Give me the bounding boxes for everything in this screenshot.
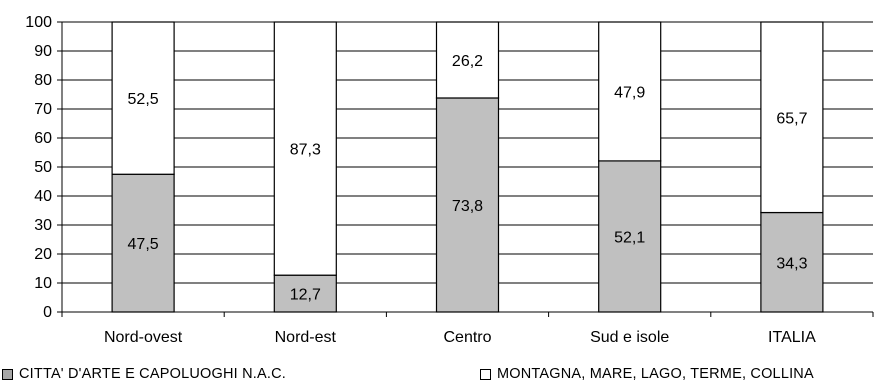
bar-montagna-mare-1: [111, 21, 175, 175]
data-label: 52,5: [128, 91, 159, 108]
y-tick-label: 40: [34, 188, 52, 205]
x-tick-label: Nord-ovest: [104, 329, 183, 346]
bar-citta-arte-1: [111, 173, 175, 313]
legend-swatch-white: [480, 368, 491, 380]
data-label: 52,1: [614, 229, 645, 246]
legend-item-citta-arte: CITTA' D'ARTE E CAPOLUOGHI N.A.C.: [2, 366, 286, 382]
data-label: 73,8: [452, 198, 483, 215]
data-label: 47,9: [614, 84, 645, 101]
bar-citta-arte-3: [435, 97, 500, 313]
x-tick-label: Centro: [443, 329, 491, 346]
x-tick-label: ITALIA: [768, 329, 816, 346]
bars: [111, 21, 824, 313]
bar-montagna-mare-5: [760, 21, 824, 214]
legend: CITTA' D'ARTE E CAPOLUOGHI N.A.C. MONTAG…: [0, 366, 893, 388]
legend-swatch-grey: [2, 368, 13, 380]
bar-montagna-mare-2: [273, 21, 337, 276]
y-tick-label: 90: [34, 43, 52, 60]
y-tick-label: 20: [34, 246, 52, 263]
y-tick-label: 0: [43, 304, 52, 321]
legend-item-montagna-mare: MONTAGNA, MARE, LAGO, TERME, COLLINA: [480, 366, 814, 382]
data-labels: 47,5 52,5 12,7 87,3 73,8 26,2 52,1 47,9 34,3 65,7: [128, 53, 808, 304]
legend-label: CITTA' D'ARTE E CAPOLUOGHI N.A.C.: [19, 366, 286, 382]
data-label: 34,3: [776, 255, 807, 272]
y-tick-label: 100: [25, 14, 52, 31]
bar-citta-arte-2: [273, 274, 337, 313]
legend-label: MONTAGNA, MARE, LAGO, TERME, COLLINA: [497, 366, 814, 382]
bar-citta-arte-5: [760, 211, 824, 313]
x-tick-label: Nord-est: [275, 329, 337, 346]
data-label: 65,7: [776, 110, 807, 127]
x-tick-label: Sud e isole: [590, 329, 669, 346]
data-label: 12,7: [290, 287, 321, 304]
data-label: 87,3: [290, 142, 321, 159]
bar-montagna-mare-3: [435, 21, 500, 99]
y-tick-label: 30: [34, 217, 52, 234]
axes: 0 10 20 30 40 50 60 70 80 90 100 Nord-ovest Nord-est…: [25, 14, 874, 346]
y-tick-label: 60: [34, 130, 52, 147]
bar-montagna-mare-4: [598, 21, 662, 162]
data-label: 26,2: [452, 53, 483, 70]
y-tick-label: 70: [34, 101, 52, 118]
y-tick-label: 10: [34, 275, 52, 292]
y-tick-label: 80: [34, 72, 52, 89]
y-tick-label: 50: [34, 159, 52, 176]
data-label: 47,5: [128, 236, 159, 253]
